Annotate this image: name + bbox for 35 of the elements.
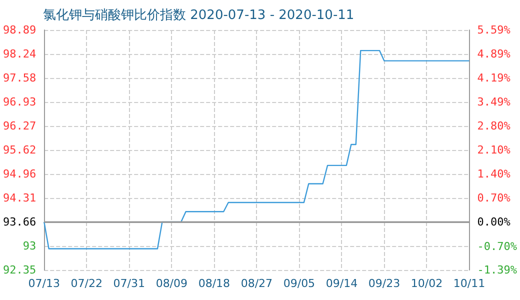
chart-title: 氯化钾与硝酸钾比价指数 2020-07-13 - 2020-10-11 [43, 8, 354, 23]
x-tick-label: 07/22 [70, 277, 102, 290]
x-tick-label: 09/23 [368, 277, 400, 290]
y-tick-label: 98.89 [2, 24, 36, 36]
y-tick-label: 93.66 [2, 215, 36, 228]
y-tick-label: 98.24 [2, 47, 36, 60]
y2-tick-label: -0.70% [477, 240, 518, 253]
line-series [44, 50, 470, 250]
x-tick-label: 07/31 [113, 277, 145, 290]
y2-tick-label: 4.19% [477, 72, 511, 85]
y-tick-label: 93 [22, 240, 36, 253]
x-tick-label: 08/18 [198, 277, 230, 290]
y2-tick-label: 3.49% [477, 96, 511, 109]
y2-tick-label: 5.59% [477, 24, 511, 36]
x-tick-label: 09/14 [326, 277, 358, 290]
y-tick-label: 95.62 [2, 144, 36, 156]
x-tick-label: 10/11 [453, 277, 486, 290]
x-tick-label: 09/05 [283, 277, 316, 290]
x-tick-label: 08/27 [240, 277, 273, 290]
y2-tick-label: 1.40% [477, 168, 511, 181]
y-tick-label: 97.58 [2, 72, 36, 85]
y2-tick-label: -1.39% [477, 264, 518, 276]
y2-tick-label: 2.80% [477, 119, 511, 132]
y-tick-label: 94.31 [2, 192, 36, 205]
x-tick-label: 08/09 [156, 277, 188, 290]
y-tick-label: 92.35 [2, 264, 36, 276]
y2-tick-label: 0.70% [477, 192, 511, 205]
y-tick-label: 96.93 [2, 95, 36, 108]
y2-tick-label: 4.89% [477, 48, 511, 61]
x-tick-label: 07/13 [28, 277, 60, 290]
y2-tick-label: 0.00% [477, 216, 511, 229]
y-tick-label: 94.96 [2, 168, 36, 181]
x-tick-label: 10/02 [410, 277, 443, 290]
y2-tick-label: 2.10% [477, 144, 511, 156]
y-tick-label: 96.27 [2, 120, 36, 133]
